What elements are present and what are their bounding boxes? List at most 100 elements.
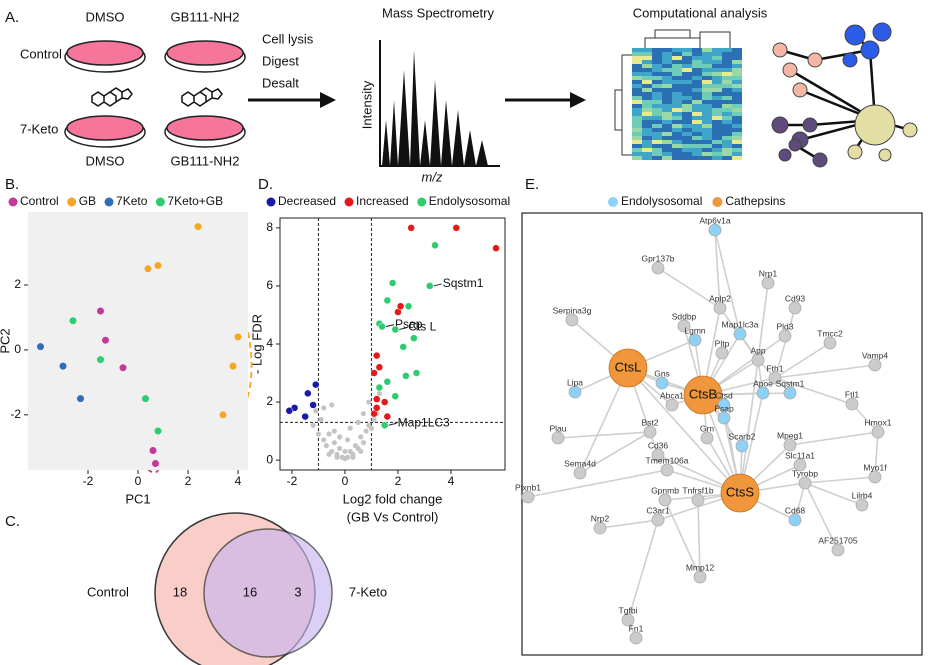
heat-cell (712, 128, 722, 132)
legend-label: 7Keto+GB (167, 194, 223, 208)
node-label: Lgmn (684, 325, 706, 335)
point (194, 223, 202, 231)
legend-label: GB (79, 194, 96, 208)
network-edge (874, 431, 879, 478)
step-label: Digest (262, 53, 299, 68)
heat-cell (652, 68, 662, 72)
heat-cell (682, 136, 692, 140)
heat-cell (652, 120, 662, 124)
heat-cell (732, 136, 742, 140)
heat-cell (662, 108, 672, 112)
network-node (629, 631, 643, 645)
heat-cell (702, 92, 712, 96)
point (344, 437, 351, 443)
heat-cell (712, 60, 722, 64)
heat-cell (672, 100, 682, 104)
heat-cell (692, 156, 702, 160)
heat-cell (712, 156, 722, 160)
heat-cell (702, 156, 712, 160)
heat-cell (652, 72, 662, 76)
network-node (868, 358, 882, 372)
heat-cell (732, 120, 742, 124)
heat-cell (662, 76, 672, 80)
heat-cell (702, 60, 712, 64)
node-label: Sddbp (672, 311, 697, 321)
heat-cell (732, 148, 742, 152)
heat-cell (632, 56, 642, 60)
point (370, 369, 378, 377)
network-edge (804, 482, 839, 551)
heat-cell (682, 128, 692, 132)
x-tick-label: 4 (235, 474, 242, 488)
legend-dot (344, 197, 354, 207)
heat-cell (722, 64, 732, 68)
heat-cell (642, 88, 652, 92)
heat-cell (662, 60, 672, 64)
heat-cell (642, 148, 652, 152)
heat-cell (682, 96, 692, 100)
heat-cell (732, 52, 742, 56)
heat-cell (712, 132, 722, 136)
heat-cell (702, 48, 712, 52)
heat-cell (642, 56, 652, 60)
heat-cell (702, 100, 712, 104)
heat-cell (652, 156, 662, 160)
heat-cell (722, 136, 732, 140)
point (315, 431, 322, 437)
heat-cell (682, 84, 692, 88)
heat-cell (682, 148, 692, 152)
point (142, 395, 149, 403)
node-label: CtsB (689, 386, 717, 401)
legend-dot (8, 197, 18, 207)
heat-cell (702, 108, 712, 112)
node-label: CtsS (726, 484, 755, 499)
node-label: Gpnmb (651, 485, 679, 495)
heat-cell (682, 72, 692, 76)
network-edge (627, 367, 741, 494)
heat-cell (692, 116, 702, 120)
label-leader (388, 422, 397, 426)
point (372, 351, 381, 360)
point (152, 460, 159, 468)
x-tick-label: 2 (395, 474, 402, 488)
heat-cell (682, 80, 692, 84)
heat-cell (672, 140, 682, 144)
heat-cell (662, 148, 672, 152)
network-edge (774, 377, 853, 405)
heat-cell (682, 56, 692, 60)
point (372, 404, 381, 412)
node-label: Scarb2 (729, 431, 756, 441)
heat-cell (712, 112, 722, 116)
point-label: Map1LC3 (398, 415, 450, 429)
heat-cell (712, 100, 722, 104)
network-node (651, 513, 665, 527)
heat-cell (652, 64, 662, 68)
heat-cell (692, 56, 702, 60)
heat-cell (632, 100, 642, 104)
network-node (715, 346, 729, 360)
heat-cell (632, 120, 642, 124)
heat-cell (722, 56, 732, 60)
heat-cell (682, 88, 692, 92)
node-label: Lipa (567, 377, 583, 387)
node-label: Atp6v1a (699, 215, 730, 225)
heat-cell (682, 112, 692, 116)
node-label: Nrp2 (591, 513, 610, 523)
heat-cell (722, 108, 732, 112)
heat-cell (662, 72, 672, 76)
heat-cell (652, 112, 662, 116)
network-edge (664, 499, 701, 578)
row-label: 7-Keto (20, 121, 58, 136)
y-tick-label: 0 (266, 452, 273, 466)
heat-cell (692, 64, 702, 68)
heat-cell (632, 52, 642, 56)
heat-cell (672, 96, 682, 100)
network-edge (757, 282, 769, 361)
node-label: Mmp12 (686, 562, 715, 572)
network-node (651, 448, 665, 462)
network-node (700, 431, 714, 445)
heat-cell (662, 48, 672, 52)
heat-cell (732, 72, 742, 76)
heat-cell (732, 68, 742, 72)
heat-cell (672, 136, 682, 140)
